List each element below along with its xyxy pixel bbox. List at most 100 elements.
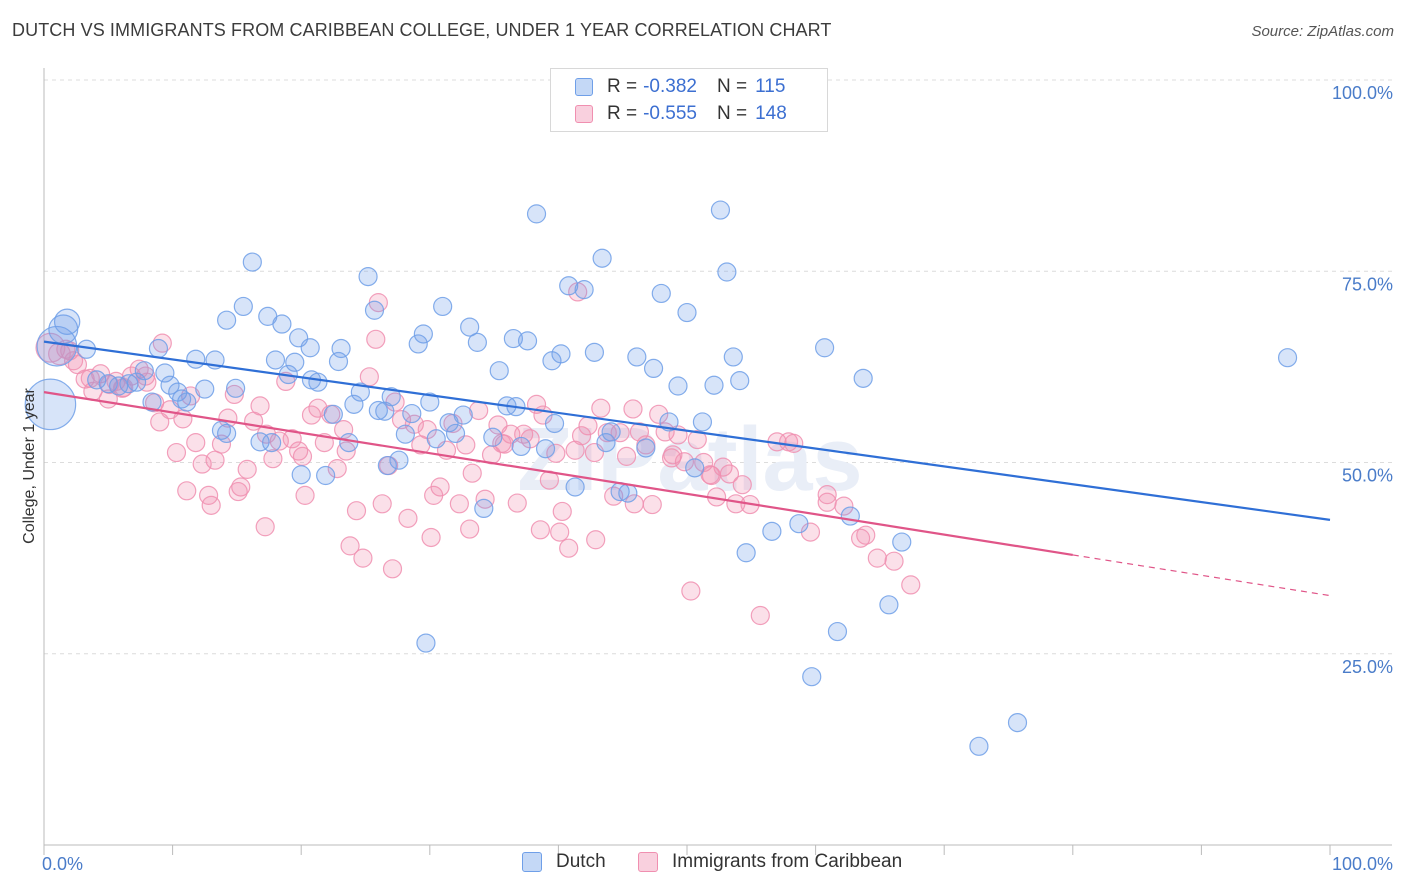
data-point	[211, 420, 232, 440]
data-point	[285, 352, 305, 372]
caribbean-legend-swatch	[638, 852, 658, 872]
y-tick-label: 25.0%	[1342, 657, 1393, 677]
data-point	[584, 342, 605, 362]
legend-r-value: -0.382	[643, 76, 697, 97]
legend-row-caribbean: R = -0.555 N = 148	[575, 102, 787, 126]
data-point	[507, 493, 527, 513]
data-point	[177, 481, 197, 501]
data-point	[195, 379, 215, 399]
data-point	[353, 548, 373, 568]
trend-lines	[43, 340, 1331, 597]
data-point	[323, 404, 343, 424]
data-point	[571, 426, 592, 446]
legend-row-dutch: R = -0.382 N = 115	[575, 75, 785, 99]
data-point	[265, 350, 286, 370]
data-point	[489, 361, 509, 381]
data-point	[150, 412, 170, 432]
data-point	[449, 494, 469, 514]
data-point	[674, 452, 695, 472]
data-point	[389, 450, 409, 470]
data-point	[364, 300, 385, 320]
y-axis-title: College, Under 1 year	[21, 388, 38, 544]
data-point	[596, 433, 616, 453]
data-point	[201, 495, 221, 515]
data-point	[685, 458, 705, 478]
data-point	[643, 358, 664, 379]
data-point	[778, 432, 799, 452]
data-point	[398, 508, 418, 528]
data-point	[160, 375, 180, 395]
data-point	[228, 481, 248, 502]
data-point	[402, 403, 422, 424]
legend-n-value: 115	[755, 76, 786, 97]
data-point	[126, 372, 147, 392]
data-point	[80, 368, 100, 388]
data-point	[291, 465, 311, 485]
data-point	[616, 446, 637, 466]
data-point	[762, 521, 782, 541]
data-point	[211, 434, 232, 454]
data-point	[381, 387, 401, 407]
data-point	[142, 392, 162, 412]
data-point	[263, 449, 283, 469]
data-point	[969, 736, 989, 756]
data-point	[526, 204, 547, 224]
y-tick-labels: 100.0% 75.0% 50.0% 25.0%	[1332, 83, 1393, 677]
data-point	[282, 429, 302, 449]
data-point	[217, 310, 237, 330]
data-point	[372, 494, 392, 514]
data-point	[53, 308, 81, 335]
legend-n-label: N =	[716, 103, 748, 124]
data-point	[732, 475, 752, 495]
data-point	[892, 532, 912, 552]
trend-line	[43, 340, 1331, 521]
data-point	[884, 551, 904, 571]
data-point	[430, 477, 450, 497]
data-point	[416, 633, 436, 653]
data-point	[368, 400, 388, 421]
data-point	[308, 372, 328, 392]
grid-lines	[44, 79, 1392, 655]
data-point	[681, 581, 701, 601]
data-point	[186, 433, 206, 453]
trend-line-extension	[1072, 554, 1331, 597]
data-point	[460, 317, 480, 337]
data-point	[186, 349, 206, 369]
chart-source: Source: ZipAtlas.com	[1251, 23, 1394, 40]
data-point	[217, 423, 237, 444]
data-point	[344, 394, 364, 414]
data-point	[736, 543, 756, 563]
data-point	[462, 463, 482, 483]
legend-n-value: 148	[755, 103, 787, 124]
data-point	[421, 527, 441, 548]
data-point	[511, 436, 531, 457]
data-point	[817, 485, 837, 505]
data-point	[591, 398, 611, 418]
data-point	[316, 465, 336, 486]
data-point	[358, 267, 378, 287]
data-point	[717, 262, 737, 282]
data-point	[250, 396, 270, 416]
legend-r-label: R =	[607, 103, 638, 124]
data-point	[592, 248, 612, 268]
data-point	[339, 433, 359, 453]
data-point	[704, 375, 724, 395]
data-point	[272, 314, 292, 334]
x-tick-labels: 0.0% 100.0%	[42, 854, 1393, 874]
data-point	[624, 494, 644, 514]
data-point	[460, 519, 480, 539]
data-point	[565, 477, 585, 497]
legend-r-value: -0.555	[643, 103, 697, 124]
data-point	[879, 595, 899, 615]
chart-title: DUTCH VS IMMIGRANTS FROM CARIBBEAN COLLE…	[12, 20, 832, 40]
data-point	[853, 368, 873, 388]
data-point	[377, 455, 397, 476]
data-point	[382, 559, 403, 579]
data-point	[578, 416, 598, 436]
data-point	[586, 530, 606, 550]
data-point	[627, 347, 647, 367]
data-point	[87, 370, 107, 390]
trend-line	[43, 391, 1073, 556]
data-point	[1277, 348, 1298, 368]
